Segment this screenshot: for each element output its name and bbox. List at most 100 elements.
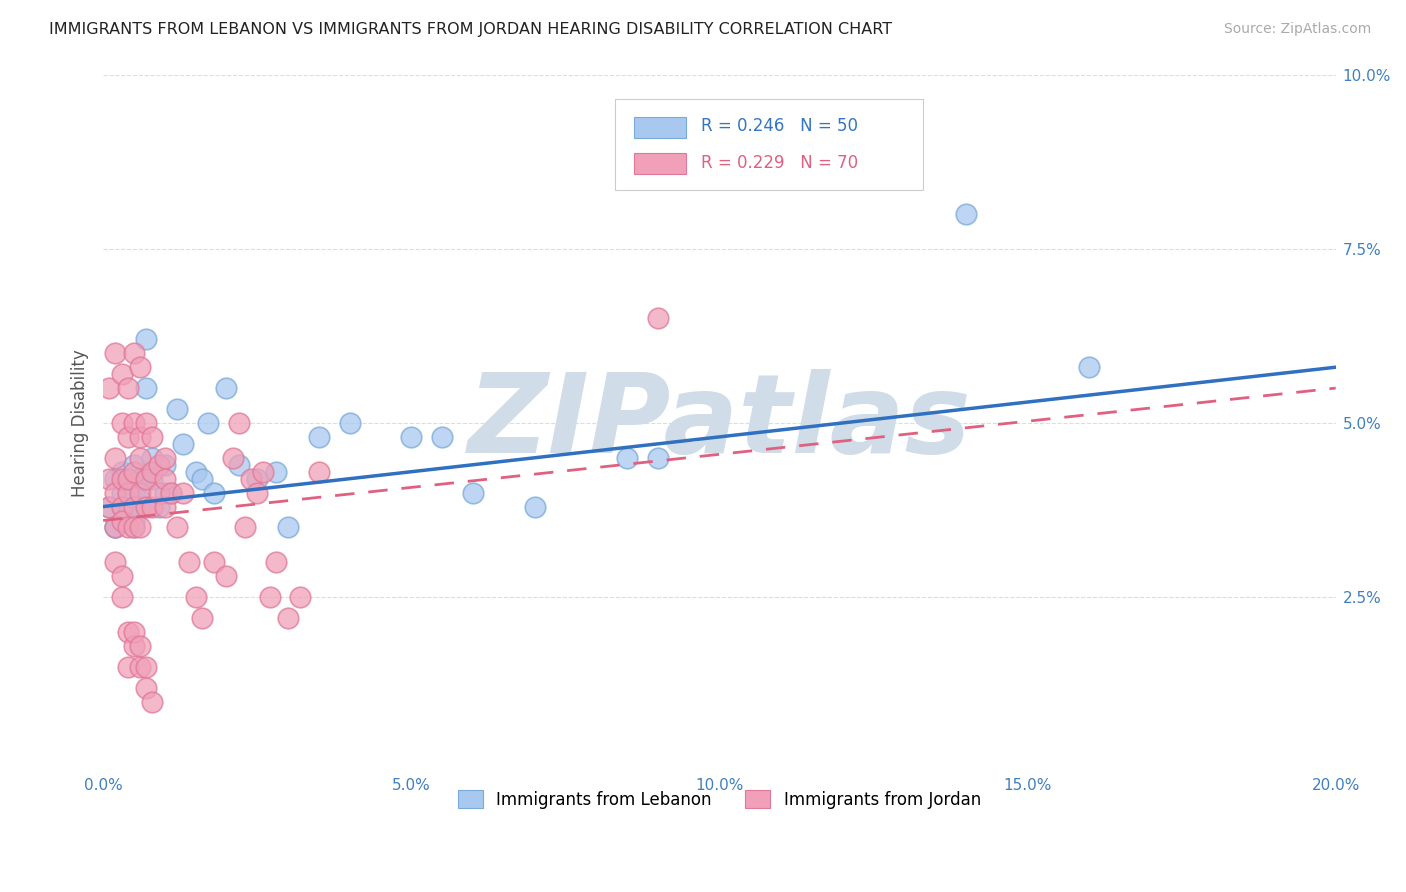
- Point: [104, 346, 127, 360]
- Text: R = 0.246   N = 50: R = 0.246 N = 50: [702, 117, 858, 135]
- Point: [98, 500, 121, 514]
- Point: [277, 520, 299, 534]
- Point: [233, 520, 256, 534]
- Point: [135, 381, 157, 395]
- Point: [122, 416, 145, 430]
- Point: [129, 472, 152, 486]
- Point: [122, 346, 145, 360]
- Point: [153, 472, 176, 486]
- Point: [135, 332, 157, 346]
- Point: [259, 590, 281, 604]
- Point: [202, 485, 225, 500]
- Point: [148, 500, 170, 514]
- Point: [117, 472, 139, 486]
- Point: [1078, 360, 1101, 375]
- Point: [153, 458, 176, 472]
- Point: [135, 660, 157, 674]
- Point: [98, 500, 121, 514]
- Point: [117, 381, 139, 395]
- Text: Source: ZipAtlas.com: Source: ZipAtlas.com: [1223, 22, 1371, 37]
- Point: [166, 402, 188, 417]
- Point: [129, 520, 152, 534]
- Point: [831, 158, 853, 172]
- Text: IMMIGRANTS FROM LEBANON VS IMMIGRANTS FROM JORDAN HEARING DISABILITY CORRELATION: IMMIGRANTS FROM LEBANON VS IMMIGRANTS FR…: [49, 22, 893, 37]
- Point: [148, 458, 170, 472]
- Point: [110, 472, 132, 486]
- Point: [117, 507, 139, 521]
- Point: [647, 450, 669, 465]
- Point: [221, 450, 243, 465]
- Point: [141, 695, 163, 709]
- Point: [129, 639, 152, 653]
- Point: [110, 367, 132, 381]
- Point: [129, 485, 152, 500]
- Point: [110, 485, 132, 500]
- Point: [135, 472, 157, 486]
- Point: [141, 500, 163, 514]
- Point: [98, 381, 121, 395]
- Point: [135, 500, 157, 514]
- Point: [166, 520, 188, 534]
- Point: [122, 520, 145, 534]
- Point: [308, 465, 330, 479]
- Point: [117, 472, 139, 486]
- Point: [277, 611, 299, 625]
- Point: [252, 465, 274, 479]
- Point: [264, 555, 287, 569]
- Point: [122, 465, 145, 479]
- Point: [153, 450, 176, 465]
- Point: [129, 660, 152, 674]
- Point: [104, 485, 127, 500]
- Point: [122, 458, 145, 472]
- Y-axis label: Hearing Disability: Hearing Disability: [72, 349, 89, 497]
- Point: [290, 590, 312, 604]
- Point: [129, 500, 152, 514]
- Point: [122, 625, 145, 640]
- Point: [955, 207, 977, 221]
- Point: [172, 437, 194, 451]
- Point: [104, 520, 127, 534]
- Point: [153, 500, 176, 514]
- Point: [264, 465, 287, 479]
- Point: [122, 514, 145, 528]
- Point: [141, 472, 163, 486]
- Point: [190, 611, 212, 625]
- FancyBboxPatch shape: [634, 153, 686, 174]
- Point: [228, 458, 250, 472]
- Point: [461, 485, 484, 500]
- Point: [141, 430, 163, 444]
- Point: [129, 492, 152, 507]
- Point: [228, 416, 250, 430]
- Point: [129, 450, 152, 465]
- Point: [110, 569, 132, 583]
- Point: [117, 430, 139, 444]
- Point: [141, 450, 163, 465]
- Point: [215, 569, 238, 583]
- Point: [523, 500, 546, 514]
- Point: [110, 500, 132, 514]
- Point: [197, 416, 219, 430]
- Point: [117, 485, 139, 500]
- Point: [148, 485, 170, 500]
- Point: [184, 465, 207, 479]
- Point: [104, 450, 127, 465]
- Point: [104, 555, 127, 569]
- Point: [110, 416, 132, 430]
- Point: [110, 590, 132, 604]
- Point: [110, 514, 132, 528]
- Point: [129, 360, 152, 375]
- Point: [179, 555, 201, 569]
- Point: [135, 472, 157, 486]
- Point: [110, 500, 132, 514]
- Point: [122, 500, 145, 514]
- Point: [129, 430, 152, 444]
- Text: R = 0.229   N = 70: R = 0.229 N = 70: [702, 153, 858, 171]
- Point: [117, 520, 139, 534]
- Point: [117, 625, 139, 640]
- Point: [122, 639, 145, 653]
- Point: [246, 485, 269, 500]
- Point: [246, 472, 269, 486]
- Point: [117, 500, 139, 514]
- Point: [104, 472, 127, 486]
- Point: [122, 520, 145, 534]
